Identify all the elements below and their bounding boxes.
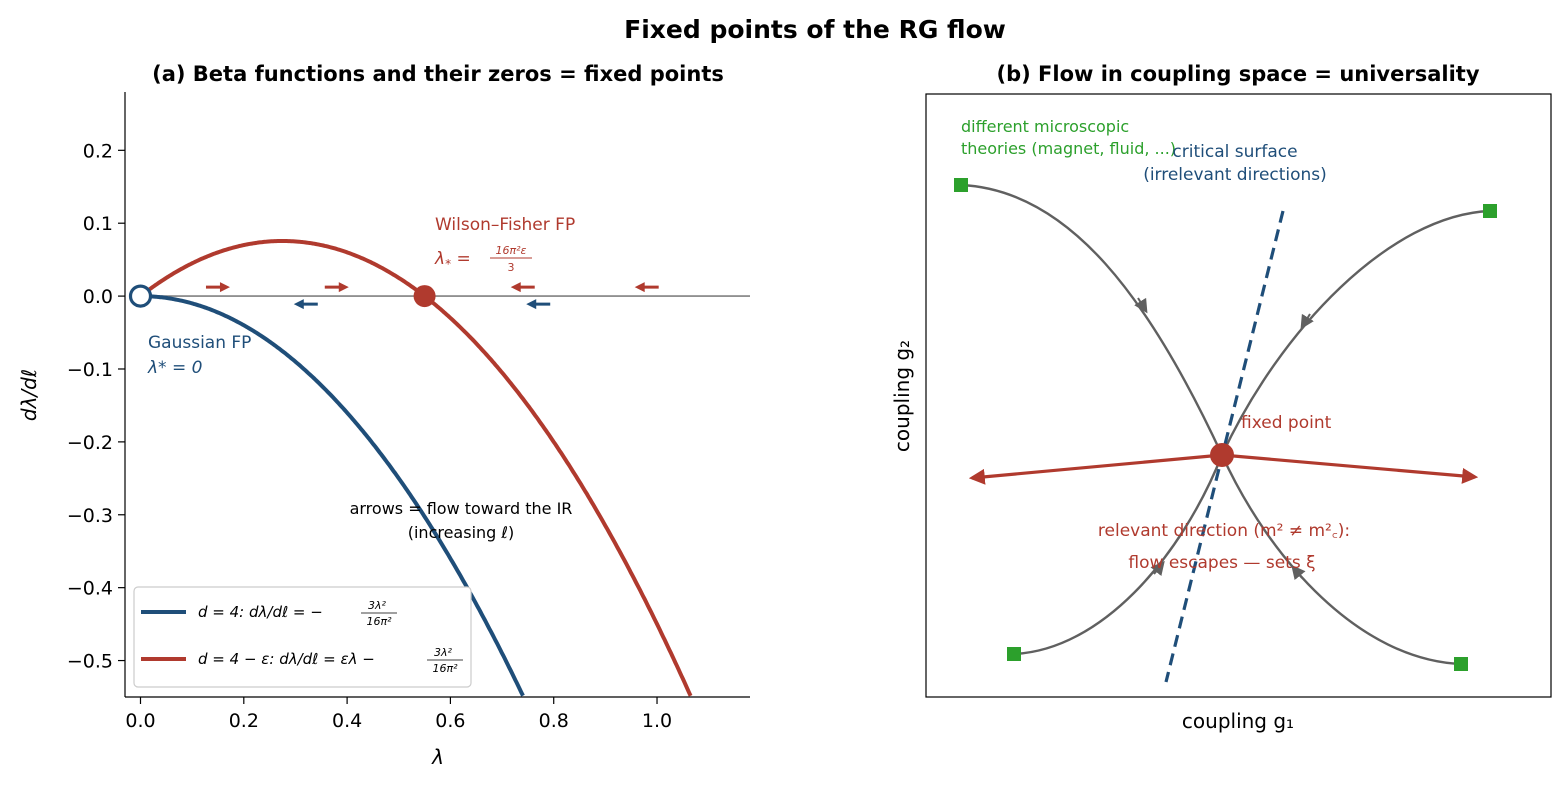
flow-arrow-top-left <box>1134 297 1148 314</box>
beta-curves <box>139 239 693 697</box>
flow-line-top-right <box>1220 209 1491 456</box>
wf-eq: = <box>451 249 471 269</box>
x-tick-label: 1.0 <box>642 710 672 732</box>
relevant-direction-line1: relevant direction (m² ≠ m²꜀): <box>1098 521 1350 541</box>
panel-b-frame <box>925 93 1552 698</box>
flow-arrow-top-right <box>1300 313 1314 330</box>
y-tick-label: 0.1 <box>83 213 113 235</box>
gaussian-fp-label: Gaussian FP <box>148 333 251 353</box>
legend-d4eps-num: 3λ² <box>434 646 453 659</box>
panel-a-title: (a) Beta functions and their zeros = fix… <box>152 62 724 86</box>
critical-surface-line2: (irrelevant directions) <box>1143 165 1327 185</box>
micro-theories-line1: different microscopic <box>961 117 1129 136</box>
flow-arrow-head <box>338 282 349 293</box>
flow-line-bottom-right <box>1220 454 1462 666</box>
legend-d4-num: 3λ² <box>368 599 387 612</box>
flow-arrows <box>205 282 659 310</box>
wf-lambda: λ <box>434 249 445 269</box>
flow-arrow-head <box>526 299 537 310</box>
flow-note-line2: (increasing ℓ) <box>408 523 515 542</box>
legend-label-d4: d = 4: dλ/dℓ = − <box>198 603 323 621</box>
panel-a-legend: d = 4: dλ/dℓ = − 3λ² 16π² d = 4 − ε: dλ/… <box>133 586 472 688</box>
beta-curve-d4 <box>140 294 525 697</box>
x-tick-label: 0.4 <box>332 710 362 732</box>
y-tick-label: −0.3 <box>67 505 113 527</box>
fixed-point-label: fixed point <box>1241 413 1332 433</box>
relevant-direction-line2: flow escapes — sets ξ <box>1128 553 1315 573</box>
wilson-fisher-label: Wilson–Fisher FP <box>435 215 575 235</box>
panel-a-ylabel: dλ/dℓ <box>17 369 41 421</box>
legend-label-d4-eps: d = 4 − ε: dλ/dℓ = ελ − <box>198 650 375 668</box>
wf-numerator: 16π²ε <box>496 244 527 257</box>
y-tick-label: −0.2 <box>67 432 113 454</box>
wilson-fisher-fixed-point <box>413 285 436 308</box>
panel-a: (a) Beta functions and their zeros = fix… <box>17 62 750 769</box>
flow-note-line1: arrows = flow toward the IR <box>350 499 573 518</box>
flow-arrow-head <box>293 299 304 310</box>
relevant-arrow-right <box>1221 453 1479 484</box>
flow-arrow-bottom-right <box>1291 564 1306 581</box>
fixed-point-marker <box>1210 443 1234 467</box>
panel-b-ylabel: coupling g₂ <box>890 340 914 452</box>
svg-text:λ* =: λ* = <box>434 249 471 271</box>
panel-a-ticks: 0.0 0.2 0.4 0.6 0.8 1.0 0.2 0.1 0.0 −0.1 −0.2 −0.3 −… <box>67 140 672 732</box>
flow-line-bottom-left <box>1013 454 1224 656</box>
x-tick-label: 0.2 <box>229 710 259 732</box>
panel-b-title: (b) Flow in coupling space = universalit… <box>996 62 1479 86</box>
theory-marker-top-right <box>1483 204 1497 218</box>
wf-star: * <box>445 257 451 271</box>
fixed-point-markers <box>128 284 436 308</box>
flow-arrow-head <box>510 282 521 293</box>
x-tick-label: 0.6 <box>435 710 465 732</box>
panel-b: (b) Flow in coupling space = universalit… <box>890 62 1552 733</box>
flow-line-top-left <box>960 183 1224 456</box>
wf-denominator: 3 <box>508 261 515 274</box>
theory-marker-top-left <box>954 178 968 192</box>
panel-a-xlabel: λ <box>431 745 444 769</box>
legend-d4-den: 16π² <box>366 615 392 628</box>
y-tick-label: −0.4 <box>67 578 113 600</box>
panel-b-xlabel: coupling g₁ <box>1182 709 1294 733</box>
figure-title: Fixed points of the RG flow <box>624 15 1006 44</box>
critical-surface-line <box>1164 210 1285 683</box>
beta-curve-d4-eps <box>139 239 693 697</box>
micro-theories-line2: theories (magnet, fluid, ...) <box>961 139 1176 158</box>
y-tick-label: −0.5 <box>67 651 113 673</box>
y-tick-label: −0.1 <box>67 359 113 381</box>
theory-marker-bottom-left <box>1007 647 1021 661</box>
wilson-fisher-value: λ* = 16π²ε 3 <box>434 244 532 274</box>
flow-arrow-bottom-left <box>1150 560 1165 577</box>
x-tick-label: 0.8 <box>539 710 569 732</box>
gaussian-fixed-point <box>128 284 153 308</box>
legend-box <box>133 586 472 688</box>
relevant-arrow-left <box>968 453 1223 485</box>
gaussian-fp-value: λ* = 0 <box>147 358 202 378</box>
legend-d4eps-den: 16π² <box>432 662 458 675</box>
theory-marker-bottom-right <box>1454 657 1468 671</box>
x-tick-label: 0.0 <box>125 710 155 732</box>
y-tick-label: 0.2 <box>83 140 113 162</box>
y-tick-label: 0.0 <box>83 286 113 308</box>
critical-surface-line1: critical surface <box>1172 142 1297 162</box>
flow-arrow-head <box>219 282 230 293</box>
flow-arrow-head <box>634 282 645 293</box>
